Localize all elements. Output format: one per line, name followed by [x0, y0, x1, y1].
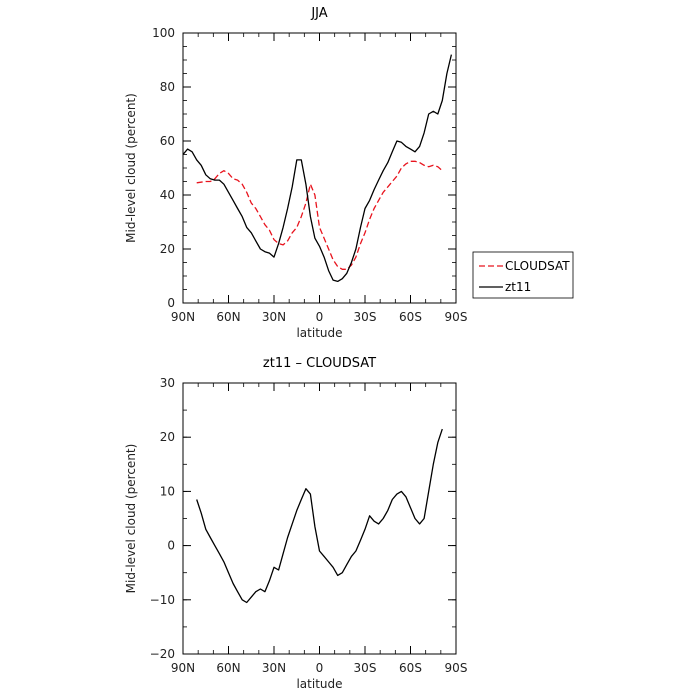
x-tick-label: 60S: [399, 661, 422, 675]
y-tick-label: −20: [150, 647, 175, 661]
x-tick-label: 60N: [216, 661, 240, 675]
x-tick-label: 90N: [171, 661, 195, 675]
chart-panel-1: JJA 90N 60N 30N 0 30S 60S 90S 0 20 40 60 80 100 latitu…: [124, 6, 574, 340]
series-line-zt11: [182, 54, 453, 283]
chart-title: zt11 – CLOUDSAT: [263, 356, 376, 371]
legend-box: [472, 251, 574, 299]
y-tick-label: 20: [160, 242, 175, 256]
x-tick-label: 90N: [171, 310, 195, 324]
series-line-cloudsat: [196, 160, 443, 270]
chart-panel-2: zt11 – CLOUDSAT 90N 60N 30N 0 30S 60S 90S −20 −10…: [124, 356, 467, 691]
x-tick-label: 90S: [445, 310, 468, 324]
y-tick-label: 0: [167, 539, 175, 553]
legend: CLOUDSAT zt11: [472, 251, 574, 299]
y-axis-label: Mid-level cloud (percent): [124, 93, 138, 243]
x-tick-label: 90S: [445, 661, 468, 675]
y-tick-label: 100: [152, 26, 175, 40]
y-tick-label: 10: [160, 484, 175, 498]
y-tick-label: 20: [160, 430, 175, 444]
y-tick-label: 80: [160, 80, 175, 94]
y-tick-label: 0: [167, 296, 175, 310]
series-line-difference: [196, 428, 443, 604]
x-tick-label: 30S: [354, 310, 377, 324]
x-tick-label: 0: [316, 310, 324, 324]
y-tick-label: 60: [160, 134, 175, 148]
x-tick-label: 60S: [399, 310, 422, 324]
x-axis-label: latitude: [296, 677, 342, 691]
x-tick-label: 60N: [216, 310, 240, 324]
y-tick-label: −10: [150, 593, 175, 607]
x-tick-label: 30N: [262, 661, 286, 675]
legend-label: CLOUDSAT: [505, 259, 570, 273]
x-tick-label: 30N: [262, 310, 286, 324]
legend-label: zt11: [505, 280, 531, 294]
y-tick-label: 40: [160, 188, 175, 202]
x-tick-label: 0: [316, 661, 324, 675]
chart-title: JJA: [310, 6, 327, 21]
x-tick-label: 30S: [354, 661, 377, 675]
plot-frame: [182, 32, 457, 304]
x-axis-label: latitude: [296, 326, 342, 340]
y-tick-label: 30: [160, 376, 175, 390]
y-axis-label: Mid-level cloud (percent): [124, 444, 138, 594]
